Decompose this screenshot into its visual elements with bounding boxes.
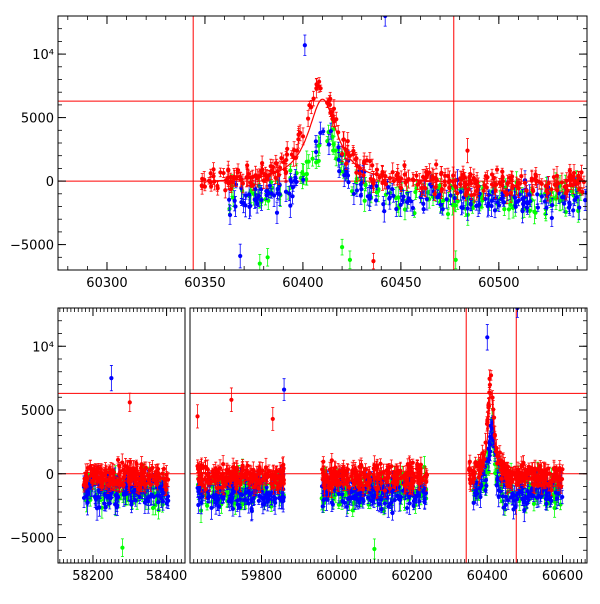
- outlier-point-8: [465, 138, 469, 162]
- data-point-s2-g0-49: [310, 151, 314, 166]
- axes-frame-0: [58, 16, 587, 270]
- x-tick-label-4: 60200: [391, 569, 432, 584]
- axes-frame-0: [58, 308, 185, 563]
- x-tick-label-1: 58400: [146, 569, 187, 584]
- outlier-point-6: [485, 325, 489, 350]
- x-tick-label-5: 60400: [467, 569, 508, 584]
- data-point-s0-g0-214: [402, 161, 406, 170]
- data-point-s0-g0-256: [275, 159, 279, 168]
- data-point-s2-g2-108: [351, 504, 355, 516]
- x-tick-label-2: 59800: [241, 569, 282, 584]
- data-point-s0-g0-136: [414, 172, 418, 180]
- outlier-point-5: [282, 379, 286, 401]
- x-tick-label-3: 60000: [316, 569, 357, 584]
- data-point-s1-g0-106: [359, 185, 363, 193]
- data-point-s0-g0-278: [223, 183, 227, 198]
- data-point-s0-g0-298: [495, 166, 499, 173]
- data-point-s0-g0-242: [362, 156, 366, 170]
- outlier-point-0: [303, 35, 307, 55]
- data-point-s1-g0-72: [284, 182, 288, 202]
- x-tick-label-0: 60300: [86, 276, 127, 291]
- plot-area: [58, 299, 587, 563]
- data-point-s1-g2-49: [390, 506, 394, 520]
- x-tick-label-4: 60500: [478, 276, 519, 291]
- data-point-s2-g0-145: [446, 209, 450, 218]
- outlier-point-7: [371, 253, 375, 269]
- data-point-s0-g0-283: [434, 160, 438, 169]
- data-point-s0-g0-228: [439, 166, 443, 181]
- data-point-s1-g0-150: [422, 205, 426, 213]
- outlier-point-3: [229, 388, 233, 412]
- data-point-s0-g0-155: [309, 100, 313, 113]
- outlier-point-4: [271, 407, 275, 430]
- axes-frame-1: [190, 308, 587, 563]
- outlier-point-2: [195, 405, 199, 428]
- x-tick-label-1: 60350: [184, 276, 225, 291]
- x-tick-label-0: 58200: [72, 569, 113, 584]
- outlier-point-8: [120, 539, 124, 557]
- y-tick-label-0: −5000: [10, 532, 54, 547]
- outlier-point-1: [128, 393, 132, 412]
- data-point-s0-g0-188: [334, 112, 338, 126]
- data-point-s0-g0-249: [216, 181, 220, 195]
- y-tick-label-2: 5000: [21, 112, 54, 127]
- x-tick-label-6: 60600: [542, 569, 583, 584]
- outlier-point-4: [266, 249, 270, 267]
- data-point-s0-g0-263: [311, 91, 315, 106]
- y-tick-label-2: 5000: [21, 404, 54, 419]
- outlier-point-0: [109, 365, 113, 390]
- panel-top: 60300 60350 60400 60450 60500 −5000 0 5000 10⁴: [10, 6, 589, 291]
- plot-area: [58, 6, 589, 273]
- data-point-s0-g0-269: [221, 169, 225, 178]
- y-tick-label-3: 10⁴: [32, 340, 54, 355]
- y-tick-label-0: −5000: [10, 239, 54, 254]
- outlier-point-9: [372, 539, 376, 559]
- outlier-point-5: [340, 239, 344, 255]
- data-point-s0-g0-213: [306, 111, 310, 127]
- data-point-s1-g0-175: [536, 204, 540, 211]
- data-point-s2-g0-58: [363, 190, 367, 211]
- x-tick-label-3: 60450: [380, 276, 421, 291]
- data-point-s1-g0-29: [394, 202, 398, 217]
- y-tick-label-3: 10⁴: [32, 48, 54, 63]
- outlier-point-6: [348, 251, 352, 269]
- y-tick-label-1: 0: [46, 468, 54, 483]
- y-tick-label-1: 0: [46, 175, 54, 190]
- data-point-s1-g0-162: [290, 189, 294, 204]
- data-point-s1-g0-28: [374, 196, 378, 205]
- panel-bottom: 58200 58400 59800 60000 60200 60400 60600 −5000…: [10, 299, 587, 584]
- data-point-s0-g3-126: [468, 455, 472, 468]
- outlier-point-2: [238, 244, 242, 268]
- data-point-s1-g0-67: [289, 174, 293, 186]
- x-tick-label-2: 60400: [282, 276, 323, 291]
- data-point-s2-g0-36: [576, 200, 580, 222]
- data-point-s0-g2-154: [330, 453, 334, 467]
